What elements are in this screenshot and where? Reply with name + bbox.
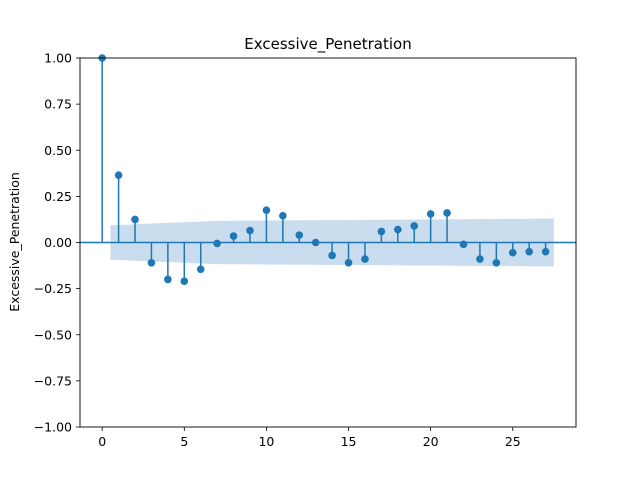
acf-point-lag-27: [541, 247, 550, 256]
acf-point-lag-20: [426, 210, 435, 218]
acf-point-lag-19: [410, 222, 419, 230]
acf-point-lag-6: [196, 265, 205, 274]
y-tick-label: −0.25: [34, 281, 72, 296]
acf-point-lag-5: [180, 277, 189, 286]
x-tick-label: 15: [341, 434, 357, 449]
acf-point-lag-26: [525, 247, 533, 256]
acf-point-lag-15: [344, 258, 353, 267]
acf-point-lag-4: [164, 275, 172, 284]
markers-layer: [98, 54, 550, 286]
acf-point-lag-1: [114, 171, 123, 179]
acf-point-lag-22: [459, 240, 468, 249]
x-tick-label: 20: [423, 434, 439, 449]
y-tick-label: 0.75: [44, 97, 72, 112]
acf-point-lag-21: [443, 209, 451, 217]
acf-point-lag-10: [262, 206, 271, 215]
y-tick-label: −0.50: [34, 327, 72, 342]
x-tick-label: 25: [505, 434, 521, 449]
acf-point-lag-23: [476, 255, 484, 263]
y-tick-label: 0.25: [44, 189, 72, 204]
y-tick-label: −1.00: [34, 420, 72, 435]
acf-point-lag-8: [229, 232, 238, 240]
acf-point-lag-24: [492, 258, 501, 267]
acf-point-lag-13: [311, 238, 320, 247]
acf-point-lag-17: [377, 227, 386, 236]
y-tick-label: −0.75: [34, 373, 72, 388]
acf-point-lag-3: [147, 258, 156, 267]
axes-layer: 1.00 0.75 0.50 0.25 0.00 −0.25 −0.50 −0.75 −1.00…: [34, 51, 577, 449]
x-tick-label: 10: [258, 434, 274, 449]
x-tick-label: 5: [180, 434, 188, 449]
acf-point-lag-2: [131, 215, 139, 224]
acf-point-lag-14: [328, 251, 336, 260]
acf-point-lag-12: [295, 231, 304, 239]
acf-point-lag-9: [246, 226, 254, 235]
acf-point-lag-7: [213, 239, 221, 248]
y-tick-label: 0.00: [44, 235, 72, 250]
y-tick-label: 1.00: [44, 51, 72, 66]
acf-point-lag-25: [508, 248, 517, 257]
acf-point-lag-18: [394, 225, 402, 234]
x-tick-label: 0: [98, 434, 106, 449]
acf-point-lag-16: [361, 255, 369, 263]
y-tick-label: 0.50: [44, 143, 72, 158]
acf-point-lag-11: [279, 211, 287, 220]
y-axis-label: Excessive_Penetration: [7, 172, 22, 312]
chart-title: Excessive_Penetration: [244, 35, 411, 54]
